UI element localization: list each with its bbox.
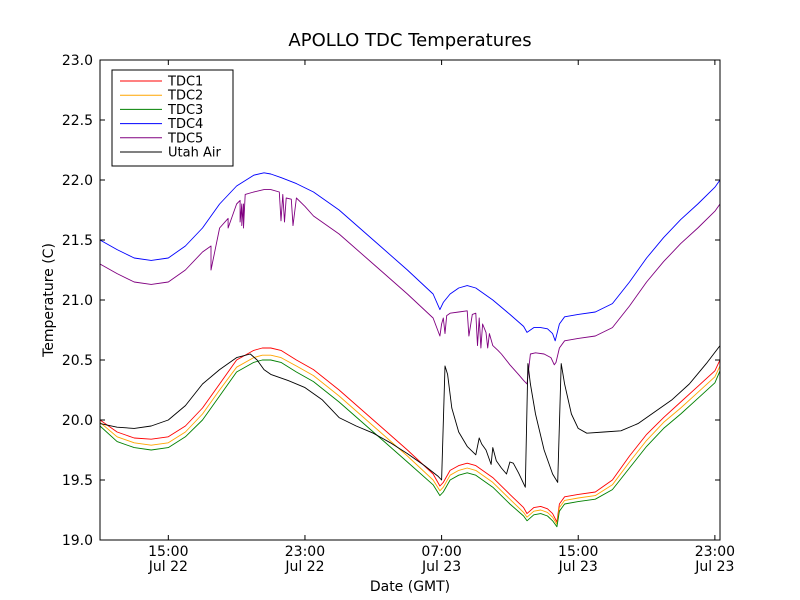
series-line-tdc2 [100, 354, 720, 525]
y-axis-label: Temperature (C) [41, 243, 57, 358]
y-tick-label: 20.0 [62, 413, 93, 429]
y-tick-label: 19.0 [62, 533, 93, 549]
series-layer [100, 172, 720, 528]
series-line-utah-air [100, 345, 720, 488]
x-tick-date-label: Jul 23 [421, 559, 461, 575]
x-tick-date-label: Jul 23 [694, 559, 734, 575]
x-tick-time-label: 15:00 [558, 544, 598, 560]
legend-label-tdc2: TDC2 [167, 89, 203, 104]
chart-title: APOLLO TDC Temperatures [288, 30, 531, 51]
legend-label-utah-air: Utah Air [168, 146, 221, 161]
legend-label-tdc4: TDC4 [167, 117, 203, 132]
x-tick-time-label: 23:00 [285, 544, 325, 560]
x-tick-date-label: Jul 22 [148, 559, 188, 575]
x-tick-time-label: 15:00 [148, 544, 188, 560]
series-line-tdc1 [100, 347, 720, 523]
legend-box [111, 69, 234, 167]
series-line-tdc4 [100, 172, 720, 342]
legend-label-tdc5: TDC5 [167, 131, 203, 146]
x-tick-time-label: 23:00 [695, 544, 735, 560]
legend-label-tdc1: TDC1 [167, 75, 203, 90]
y-tick-label: 19.5 [62, 473, 93, 489]
y-tick-label: 22.0 [62, 173, 93, 189]
y-tick-label: 21.5 [62, 233, 93, 249]
y-tick-label: 21.0 [62, 293, 93, 309]
x-tick-date-label: Jul 22 [284, 559, 324, 575]
y-axis: 19.0 19.5 20.0 20.5 21.0 21.5 22.0 22.5 23.0 [62, 53, 720, 549]
y-tick-label: 22.5 [62, 113, 93, 129]
y-tick-label: 20.5 [62, 353, 93, 369]
x-axis-label: Date (GMT) [370, 579, 450, 595]
x-tick-date-label: Jul 23 [558, 559, 598, 575]
series-line-tdc5 [100, 189, 720, 385]
series-line-tdc3 [100, 359, 720, 528]
y-tick-label: 23.0 [62, 53, 93, 69]
x-tick-time-label: 07:00 [421, 544, 461, 560]
legend-label-tdc3: TDC3 [167, 103, 203, 118]
